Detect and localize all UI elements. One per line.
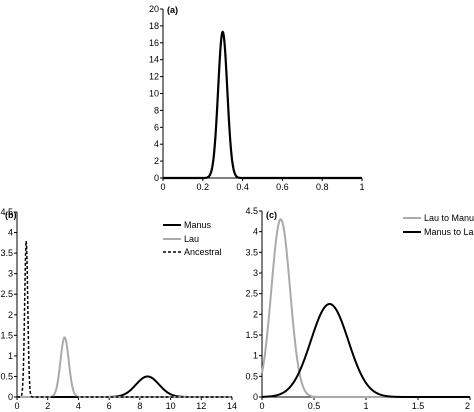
y-tick-label: 8 — [154, 105, 159, 115]
x-tick-label: 6 — [107, 401, 112, 411]
legend-label: Ancestral — [184, 247, 222, 257]
y-tick-label: 2.5 — [0, 289, 13, 299]
legend-label: Lau — [184, 234, 199, 244]
x-tick-label: 0.4 — [236, 182, 249, 192]
y-tick-label: 4 — [8, 228, 13, 238]
y-tick-label: 0.5 — [245, 371, 258, 381]
x-tick-label: 0.5 — [308, 401, 321, 411]
y-tick-label: 18 — [149, 21, 159, 31]
legend-label: Manus — [184, 220, 212, 230]
x-tick-label: 1.5 — [412, 401, 425, 411]
x-tick-label: 10 — [166, 401, 176, 411]
legend-label: Lau to Manus — [424, 213, 474, 223]
panel-label: (c) — [266, 210, 277, 220]
y-tick-label: 12 — [149, 72, 159, 82]
panel-label: (b) — [5, 210, 17, 220]
y-tick-label: 3 — [253, 268, 258, 278]
y-tick-label: 1.5 — [245, 330, 258, 340]
panel-c: 0 0.5 1 1.5 2 2.5 3 3.5 4 4.5 0 0.5 1 1.5 2 (c) Lau to M… — [245, 206, 474, 411]
y-tick-label: 0 — [253, 392, 258, 402]
y-tick-label: 4.5 — [0, 207, 13, 217]
x-tick-label: 0.8 — [316, 182, 329, 192]
x-tick-label: 0 — [259, 401, 264, 411]
series-line — [162, 30, 363, 180]
y-tick-label: 4 — [253, 227, 258, 237]
x-tick-label: 8 — [137, 401, 142, 411]
y-tick-label: 1 — [8, 351, 13, 361]
y-tick-label: 0 — [154, 173, 159, 183]
panel-a: 0 2 4 6 8 10 12 14 16 18 20 0 0.2 0.4 0.6 0.8 1 (a) — [149, 4, 365, 192]
x-tick-label: 0 — [160, 182, 165, 192]
y-tick-label: 4.5 — [245, 206, 258, 216]
series-line-ancestral — [16, 240, 233, 398]
x-tick-label: 0 — [14, 401, 19, 411]
x-tick-label: 14 — [227, 401, 237, 411]
y-tick-label: 3 — [8, 269, 13, 279]
y-tick-label: 6 — [154, 122, 159, 132]
x-tick-label: 4 — [76, 401, 81, 411]
legend-label: Manus to Lau — [424, 227, 474, 237]
series-line-lau — [16, 336, 233, 398]
x-tick-label: 1 — [359, 182, 364, 192]
x-tick-label: 0.2 — [197, 182, 210, 192]
y-tick-label: 2.5 — [245, 289, 258, 299]
y-tick-label: 4 — [154, 139, 159, 149]
y-tick-label: 2 — [154, 156, 159, 166]
x-tick-label: 12 — [196, 401, 206, 411]
panel-label: (a) — [167, 5, 178, 15]
y-tick-label: 10 — [149, 89, 159, 99]
y-tick-label: 3.5 — [245, 247, 258, 257]
y-tick-label: 2 — [8, 310, 13, 320]
y-tick-label: 0.5 — [0, 371, 13, 381]
y-tick-label: 1.5 — [0, 330, 13, 340]
series-line-manus-to-lau — [261, 303, 471, 398]
series-line-manus — [16, 375, 233, 398]
x-tick-label: 1 — [363, 401, 368, 411]
y-tick-label: 3.5 — [0, 248, 13, 258]
x-tick-label: 0.6 — [276, 182, 289, 192]
x-tick-label: 2 — [465, 401, 470, 411]
series-line-lau-to-manus — [261, 218, 471, 398]
panel-b: 0 0.5 1 1.5 2 2.5 3 3.5 4 4.5 0 2 4 6 8 10 12 14 (b) Manus L… — [0, 207, 237, 411]
y-tick-label: 2 — [253, 309, 258, 319]
y-tick-label: 0 — [8, 392, 13, 402]
x-tick-label: 2 — [45, 401, 50, 411]
y-tick-label: 14 — [149, 55, 159, 65]
y-tick-label: 16 — [149, 38, 159, 48]
y-tick-label: 20 — [149, 4, 159, 14]
y-tick-label: 1 — [253, 351, 258, 361]
